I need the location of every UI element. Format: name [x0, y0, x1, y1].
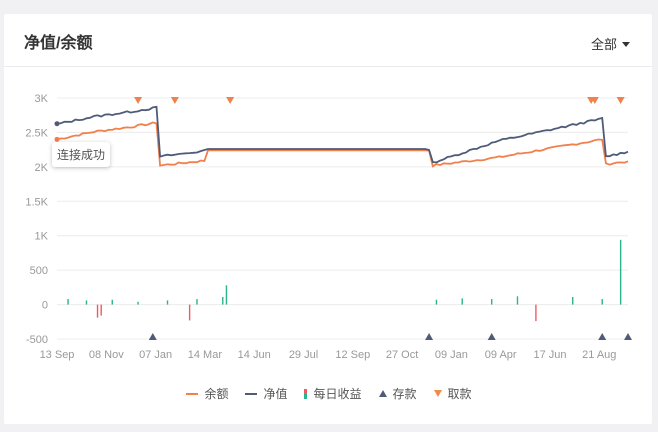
period-filter-dropdown[interactable]: 全部	[591, 34, 630, 53]
chevron-down-icon	[622, 42, 630, 48]
legend-label-balance: 余额	[204, 387, 229, 401]
x-tick-label: 14 Jun	[238, 349, 271, 361]
legend-label-equity: 净值	[263, 387, 288, 401]
x-tick-label: 12 Sep	[335, 349, 370, 361]
equity-start-point	[54, 121, 60, 127]
withdrawal-triangle-icon	[433, 390, 442, 397]
x-tick-label: 21 Aug	[582, 349, 616, 361]
legend-item-equity[interactable]: 净值	[245, 385, 287, 402]
legend-label-deposit: 存款	[392, 387, 417, 401]
withdrawal-marker	[616, 97, 625, 104]
deposit-triangle-icon	[378, 390, 387, 397]
chart-legend: 余额 净值 每日收益 存款 取款	[0, 385, 658, 402]
deposit-marker	[425, 333, 434, 340]
equity-swatch	[245, 392, 258, 395]
balance-series-line	[56, 121, 629, 168]
legend-item-balance[interactable]: 余额	[186, 385, 228, 402]
y-tick-label: 500	[30, 265, 48, 277]
x-tick-label: 14 Mar	[188, 349, 223, 361]
y-tick-label: 1.5K	[25, 196, 48, 208]
y-tick-label: 2K	[35, 162, 49, 174]
status-tooltip: 连接成功	[52, 142, 111, 167]
balance-start-point	[54, 136, 60, 142]
x-tick-label: 13 Sep	[40, 349, 75, 361]
x-tick-label: 29 Jul	[289, 349, 318, 361]
daily-profit-swatch	[304, 388, 308, 399]
filter-label: 全部	[590, 37, 617, 52]
legend-item-deposit[interactable]: 存款	[378, 385, 417, 402]
y-tick-label: -500	[26, 334, 48, 346]
balance-swatch	[186, 392, 199, 395]
deposit-marker	[624, 333, 632, 340]
legend-item-daily-profit[interactable]: 每日收益	[304, 385, 362, 402]
card-title: 净值/余额	[24, 35, 93, 52]
legend-item-withdrawal[interactable]: 取款	[433, 385, 472, 402]
deposit-marker	[598, 333, 607, 340]
x-tick-label: 08 Nov	[89, 349, 124, 361]
deposit-marker	[487, 333, 496, 340]
y-tick-label: 2.5K	[25, 127, 48, 139]
x-tick-label: 09 Apr	[485, 349, 517, 361]
x-tick-label: 27 Oct	[386, 349, 418, 361]
deposit-marker	[148, 333, 157, 340]
card-header: 净值/余额 全部	[4, 14, 652, 67]
withdrawal-marker	[590, 97, 599, 104]
legend-label-daily-profit: 每日收益	[313, 387, 362, 401]
x-tick-label: 09 Jan	[435, 349, 468, 361]
y-tick-label: 1K	[35, 231, 49, 243]
legend-label-withdrawal: 取款	[447, 387, 472, 401]
withdrawal-marker	[170, 97, 179, 104]
x-tick-label: 07 Jan	[139, 349, 172, 361]
x-tick-label: 17 Jun	[533, 349, 566, 361]
withdrawal-marker	[226, 97, 235, 104]
equity-balance-card: 净值/余额 全部	[4, 14, 652, 424]
y-tick-label: 3K	[35, 93, 49, 105]
y-tick-label: 0	[42, 300, 48, 312]
equity-series-line	[56, 105, 629, 164]
withdrawal-marker	[134, 97, 143, 104]
